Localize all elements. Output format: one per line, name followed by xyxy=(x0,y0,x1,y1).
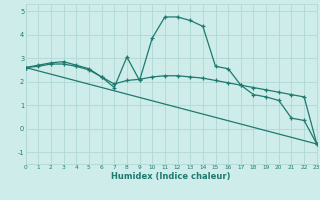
X-axis label: Humidex (Indice chaleur): Humidex (Indice chaleur) xyxy=(111,172,231,181)
